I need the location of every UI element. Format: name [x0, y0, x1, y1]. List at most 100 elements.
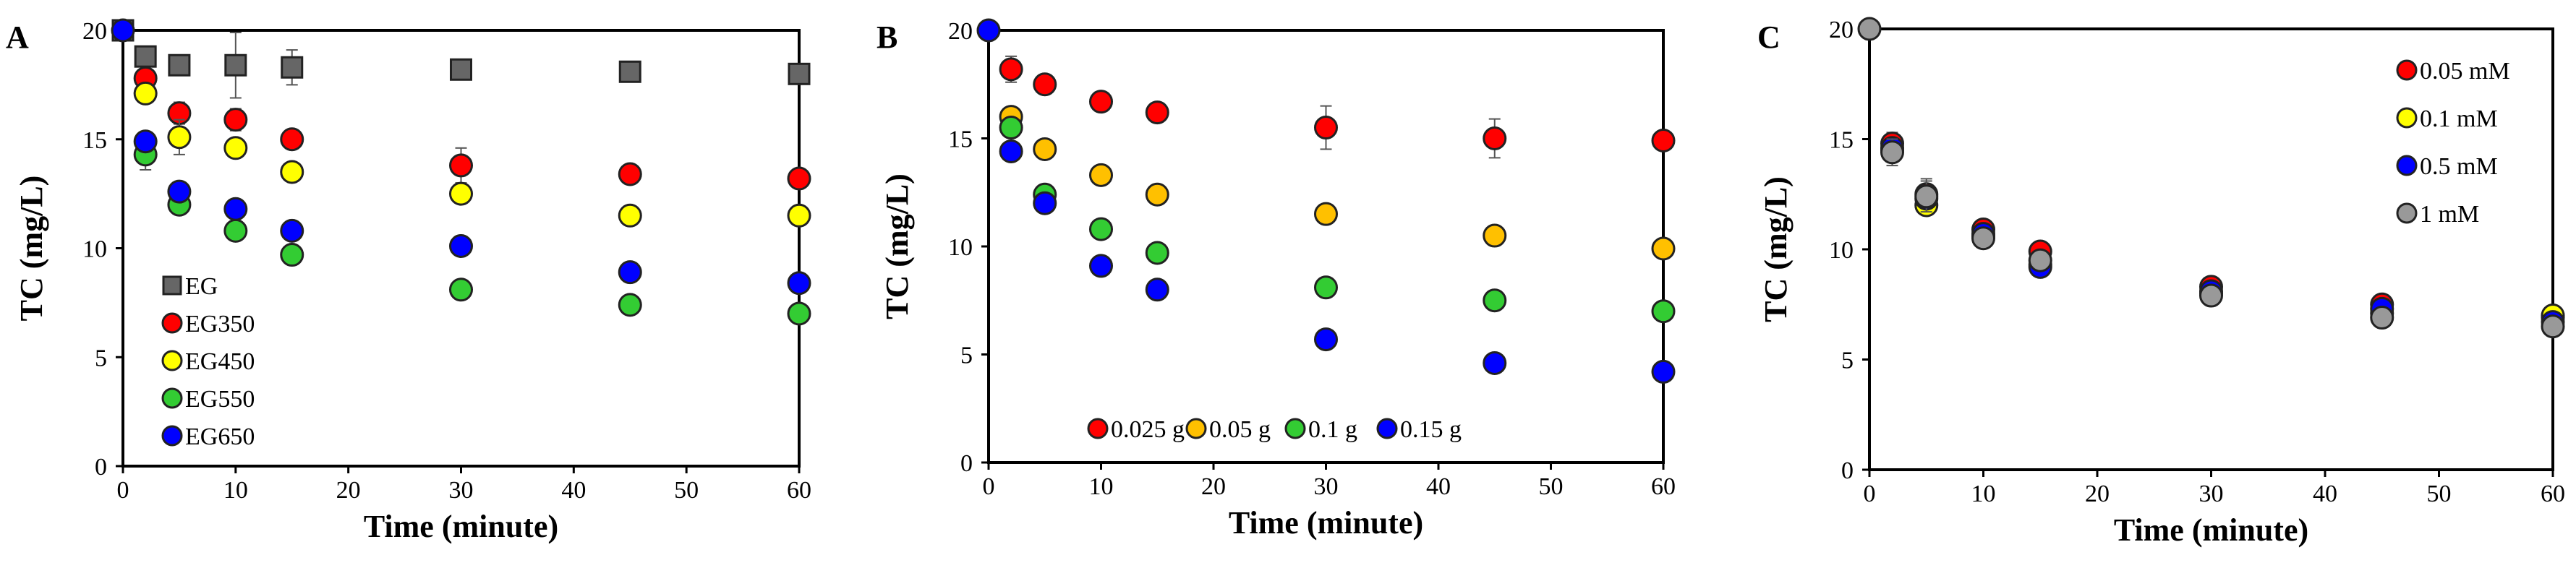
panel-b-x-tick-label: 30 [1314, 473, 1339, 500]
data-point [223, 108, 248, 132]
data-point [223, 218, 248, 243]
data-point [2199, 283, 2223, 308]
panel-b-series-0-1-g [999, 116, 1676, 324]
data-point [280, 127, 304, 152]
data-point [1033, 72, 1057, 97]
legend-marker [162, 275, 182, 296]
data-point [1651, 128, 1676, 152]
data-point [1314, 327, 1338, 352]
legend-label: 0.025 g [1111, 416, 1185, 443]
panel-c-y-tick-label: 20 [1829, 17, 1854, 43]
data-point [618, 260, 642, 285]
data-point [133, 81, 158, 106]
legend-label: 0.1 mM [2420, 106, 2498, 132]
legend-label: 0.1 g [1308, 416, 1357, 443]
panel-b-x-tick-label: 60 [1651, 473, 1676, 500]
data-point [280, 218, 304, 243]
data-point [1483, 223, 1507, 248]
legend-marker [2396, 202, 2418, 224]
panel-c-y-tick-label: 5 [1841, 348, 1854, 374]
panel-b-x-axis-title: Time (minute) [1229, 505, 1423, 541]
panel-c-x-axis-title: Time (minute) [2114, 512, 2308, 548]
data-point [2370, 306, 2394, 330]
data-point [280, 243, 304, 267]
data-point [223, 136, 248, 160]
data-point [223, 197, 248, 221]
panel-a-series-eg450 [133, 81, 811, 228]
data-point [1971, 226, 1995, 251]
data-point [1483, 288, 1507, 313]
panel-c-x-tick-label: 20 [2085, 481, 2110, 507]
data-point [1033, 137, 1057, 161]
data-point [449, 153, 473, 178]
panel-c-y-tick-label: 0 [1841, 457, 1854, 484]
data-point [618, 293, 642, 317]
panel-b-x-tick-label: 10 [1089, 473, 1114, 500]
legend-marker [1087, 418, 1109, 439]
data-point [2028, 248, 2052, 272]
panel-a-x-tick-label: 50 [674, 477, 699, 504]
data-point [449, 181, 473, 206]
data-point [618, 162, 642, 186]
data-point [1880, 140, 1904, 165]
panel-c-x-tick-label: 0 [1864, 481, 1876, 507]
data-point [1314, 202, 1338, 226]
panel-b-y-tick-label: 0 [960, 450, 973, 477]
panel-c-x-tick-label: 50 [2427, 481, 2452, 507]
data-point [1089, 217, 1113, 241]
panel-a-y-tick-label: 0 [95, 454, 107, 481]
panel-c-y-tick-label: 15 [1829, 127, 1854, 154]
data-point [449, 233, 473, 258]
panel-letter-c: C [1757, 20, 1780, 55]
panel-b-x-tick-label: 40 [1426, 473, 1451, 500]
legend-marker [161, 387, 183, 409]
panel-a-x-tick-label: 10 [223, 477, 248, 504]
data-point [787, 166, 811, 191]
data-point [1651, 236, 1676, 261]
panel-letter-b: B [877, 20, 897, 55]
data-point [168, 53, 191, 77]
data-point [280, 160, 304, 184]
panel-c-x-tick-label: 40 [2313, 481, 2337, 507]
panel-c-y-tick-label: 10 [1829, 237, 1854, 264]
panel-a-legend: EG EG350 EG450 EG550 EG650 [161, 273, 255, 450]
data-point [1651, 359, 1676, 384]
legend-label: 0.5 mM [2420, 153, 2498, 180]
data-point [1033, 191, 1057, 215]
data-point [134, 45, 157, 68]
data-point [2541, 314, 2565, 339]
panel-a-x-tick-label: 30 [449, 477, 474, 504]
panel-c-plot-frame [1868, 27, 2554, 471]
panel-a-x-tick-label: 40 [561, 477, 586, 504]
data-point [1145, 100, 1169, 125]
panel-b-x-tick-label: 0 [983, 473, 995, 500]
panel-letter-a: A [6, 20, 29, 55]
panel-a-x-axis-title: Time (minute) [364, 509, 558, 544]
panel-b-y-tick-label: 10 [948, 234, 973, 261]
panel-a-y-tick-label: 5 [95, 345, 107, 371]
data-point [999, 116, 1023, 140]
legend-label: EG650 [185, 423, 255, 450]
panel-b-y-axis-title: TC (mg/L) [879, 173, 915, 319]
data-point [1145, 241, 1169, 265]
panel-a-y-tick-label: 10 [82, 236, 107, 263]
panel-a-x-tick-label: 20 [336, 477, 361, 504]
panel-b-y-tick-label: 20 [948, 18, 973, 45]
panel-c-legend: 0.05 mM 0.1 mM 0.5 mM 1 mM [2396, 58, 2510, 228]
panel-a-series-eg350 [133, 66, 811, 191]
data-point [1145, 277, 1169, 302]
legend-label: EG [185, 273, 218, 300]
data-point [1145, 182, 1169, 207]
legend-label: EG550 [185, 386, 255, 413]
data-point [167, 125, 192, 150]
legend-marker [1376, 418, 1398, 439]
panel-b-series-0-15-g [976, 18, 1676, 384]
panel-c-x-tick-label: 10 [1971, 481, 1996, 507]
legend-marker [161, 312, 183, 334]
legend-marker [161, 425, 183, 447]
data-point [999, 139, 1023, 163]
data-point [111, 18, 135, 43]
data-point [618, 203, 642, 228]
